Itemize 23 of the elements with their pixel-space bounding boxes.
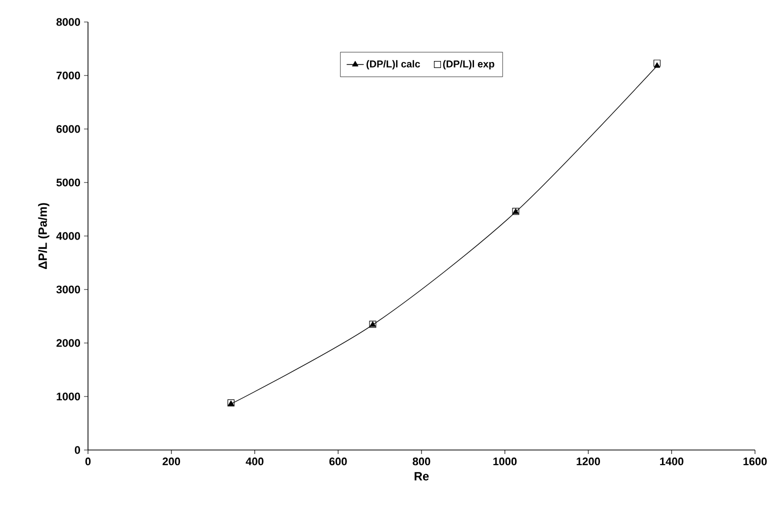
y-tick-label: 1000 xyxy=(56,392,80,400)
y-tick-label: 0 xyxy=(74,446,80,454)
y-tick-label: 4000 xyxy=(56,232,80,240)
x-axis-title: Re xyxy=(414,472,429,480)
legend-label: (DP/L)l calc xyxy=(366,60,420,70)
point xyxy=(654,60,661,67)
y-tick-label: 5000 xyxy=(56,178,80,186)
x-tick-label: 1200 xyxy=(576,458,600,466)
y-tick-label: 6000 xyxy=(56,125,80,133)
y-tick-label: 7000 xyxy=(56,72,80,80)
y-axis-title: ΔP/L (Pa/m) xyxy=(38,203,50,270)
x-tick-label: 600 xyxy=(329,458,347,466)
y-tick-label: 8000 xyxy=(56,18,80,26)
y-tick-label: 3000 xyxy=(56,286,80,294)
x-tick-label: 1600 xyxy=(744,458,767,466)
x-tick-label: 400 xyxy=(246,458,264,466)
y-tick-label: 2000 xyxy=(56,339,80,347)
legend-label: (DP/L)l exp xyxy=(443,60,494,70)
x-tick-label: 200 xyxy=(162,458,180,466)
x-tick-label: 1000 xyxy=(493,458,517,466)
x-tick-label: 800 xyxy=(412,458,430,466)
x-tick-label: 1400 xyxy=(660,458,684,466)
x-tick-label: 0 xyxy=(85,458,91,466)
